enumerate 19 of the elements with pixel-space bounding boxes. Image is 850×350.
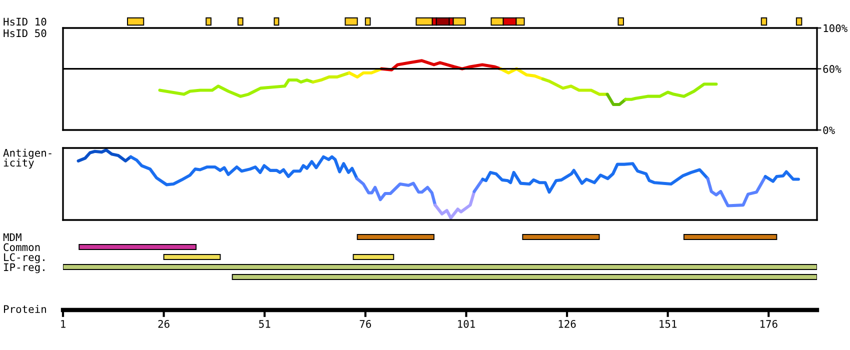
x-tick-label: 176 (760, 320, 778, 328)
y-tick-label: HsID 10 (4, 18, 46, 26)
x-axis-title: Protein (4, 304, 46, 314)
y-axis-title: Antigen- icity (3, 148, 52, 169)
y-tick-label: LC-reg. (4, 253, 44, 264)
y-tick-label: IP-reg. (4, 263, 44, 274)
x-tick-label: 126 (558, 320, 576, 328)
y-tick-label: MDM (3, 233, 22, 241)
y-tick-label: 60% (823, 65, 842, 73)
y-tick-label: 0% (823, 126, 835, 134)
x-tick-label: 151 (660, 320, 677, 328)
x-tick-label: 26 (158, 320, 170, 328)
x-tick-label: 76 (360, 320, 371, 328)
x-tick-label: 1 (61, 320, 66, 328)
y-tick-label: 100% (824, 24, 848, 32)
y-tick-label: Common (4, 243, 40, 252)
x-tick-label: 51 (259, 320, 270, 328)
x-tick-label: 101 (458, 320, 475, 328)
y-axis-title: HsID 50 (4, 29, 46, 38)
